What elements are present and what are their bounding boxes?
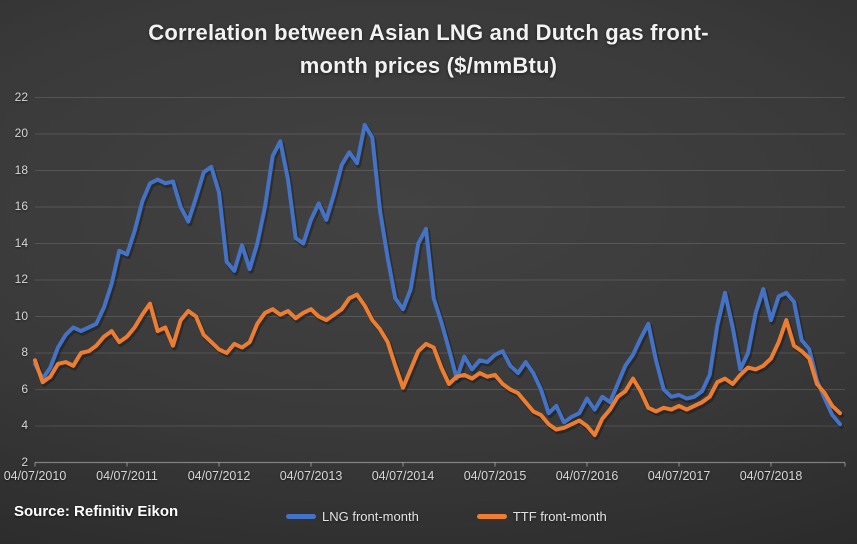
y-axis-label: 12 xyxy=(14,272,28,286)
legend-item-lng: LNG front-month xyxy=(286,509,419,524)
x-axis-label: 04/07/2014 xyxy=(371,469,435,483)
lng-legend-label: LNG front-month xyxy=(322,509,419,524)
x-axis-label: 04/07/2015 xyxy=(463,469,527,483)
x-axis-label: 04/07/2017 xyxy=(647,469,711,483)
y-axis-label: 6 xyxy=(21,381,28,396)
x-axis-label: 04/07/2011 xyxy=(96,469,158,483)
chart-legend: LNG front-month TTF front-month xyxy=(286,509,607,524)
y-axis-label: 14 xyxy=(14,235,28,250)
x-axis-label: 04/07/2012 xyxy=(187,469,251,483)
source-note: Source: Refinitiv Eikon xyxy=(14,503,179,520)
x-axis: 04/07/2010 04/07/2011 04/07/2012 04/07/2013… xyxy=(0,469,857,489)
y-axis-label: 10 xyxy=(14,308,28,323)
x-axis-label: 04/07/2013 xyxy=(279,469,343,483)
y-axis: 2 4 6 8 10 12 14 16 18 20 22 xyxy=(0,0,30,544)
ttf-series-line xyxy=(33,292,842,438)
y-axis-label: 18 xyxy=(14,162,28,177)
chart-title: Correlation between Asian LNG and Dutch … xyxy=(148,20,709,78)
lng-series-line xyxy=(33,122,842,427)
y-axis-label: 2 xyxy=(21,454,28,469)
y-axis-label: 8 xyxy=(21,345,28,359)
legend-item-ttf: TTF front-month xyxy=(476,509,607,524)
ttf-legend-label: TTF front-month xyxy=(512,509,607,524)
ttf-series-swatch xyxy=(476,514,507,519)
y-axis-label: 4 xyxy=(21,418,28,432)
x-axis-label: 04/07/2016 xyxy=(555,469,619,483)
y-axis-label: 16 xyxy=(14,199,28,213)
y-axis-label: 20 xyxy=(14,126,28,140)
y-axis-label: 22 xyxy=(14,89,28,104)
lng-series-swatch xyxy=(286,514,316,519)
x-axis-label: 04/07/2010 xyxy=(3,469,67,483)
x-axis-label: 04/07/2018 xyxy=(739,469,803,483)
